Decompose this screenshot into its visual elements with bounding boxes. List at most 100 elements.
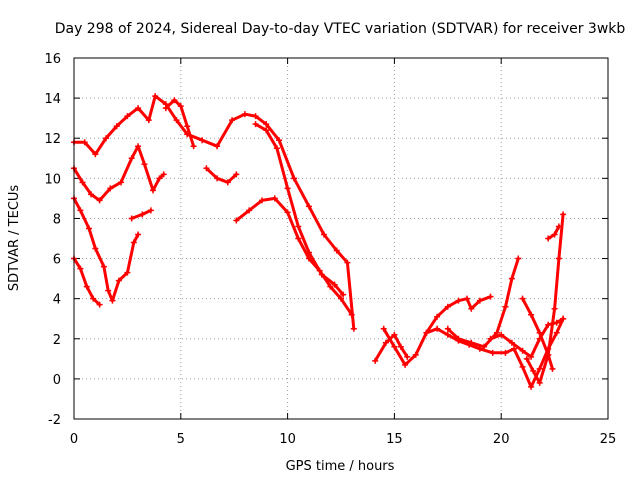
series-track-8 — [233, 195, 355, 318]
data-point-marker — [124, 269, 131, 276]
data-point-marker — [103, 135, 110, 142]
data-point-marker — [109, 297, 116, 304]
data-point-marker — [423, 329, 430, 336]
data-point-marker — [511, 345, 518, 352]
data-point-marker — [551, 231, 558, 238]
data-point-marker — [128, 215, 135, 222]
data-point-marker — [487, 293, 494, 300]
series-track-9 — [252, 121, 347, 298]
series-track-16 — [523, 211, 567, 386]
series-track-6 — [162, 97, 197, 150]
data-point-marker — [291, 175, 298, 182]
data-point-marker — [105, 287, 112, 294]
data-point-marker — [79, 179, 86, 186]
data-point-marker — [96, 301, 103, 308]
data-point-marker — [545, 235, 552, 242]
data-point-marker — [344, 259, 351, 266]
y-tick-label: 14 — [44, 92, 61, 107]
data-point-marker — [184, 123, 191, 130]
data-point-marker — [320, 231, 327, 238]
data-point-marker — [551, 305, 558, 312]
data-point-marker — [305, 203, 312, 210]
series-track-5 — [128, 207, 154, 222]
data-point-marker — [92, 245, 99, 252]
data-point-marker — [233, 217, 240, 224]
data-point-marker — [380, 325, 387, 332]
data-point-marker — [444, 325, 451, 332]
data-point-marker — [152, 93, 159, 100]
data-point-marker — [156, 175, 163, 182]
data-point-marker — [241, 111, 248, 118]
data-point-marker — [402, 361, 409, 368]
data-point-marker — [528, 353, 535, 360]
data-point-marker — [83, 283, 90, 290]
data-point-marker — [100, 263, 107, 270]
data-point-marker — [515, 255, 522, 262]
data-point-marker — [190, 143, 197, 150]
data-point-marker — [545, 351, 552, 358]
data-point-marker — [434, 313, 441, 320]
data-point-marker — [77, 207, 84, 214]
data-point-marker — [214, 175, 221, 182]
x-tick-label: 10 — [279, 432, 296, 447]
data-point-marker — [455, 297, 462, 304]
data-point-marker — [464, 295, 471, 302]
axis-ticks: 0 5 10 15 20 25 -2 0 2 4 6 8 10 12 14 16 — [44, 52, 616, 447]
data-point-marker — [508, 339, 515, 346]
series-track-4 — [71, 255, 103, 308]
data-point-marker — [150, 187, 157, 194]
data-point-marker — [273, 145, 280, 152]
data-point-marker — [455, 335, 462, 342]
y-tick-label: 8 — [53, 212, 61, 227]
data-point-marker — [115, 277, 122, 284]
data-point-marker — [560, 211, 567, 218]
data-point-marker — [333, 247, 340, 254]
data-point-marker — [350, 325, 357, 332]
data-point-marker — [171, 97, 178, 104]
data-point-marker — [434, 325, 441, 332]
data-point-marker — [493, 329, 500, 336]
data-point-marker — [160, 171, 167, 178]
data-point-marker — [295, 235, 302, 242]
data-point-marker — [391, 343, 398, 350]
data-point-marker — [338, 295, 344, 302]
data-point-marker — [199, 137, 206, 144]
y-tick-label: 2 — [53, 333, 61, 348]
data-point-marker — [528, 383, 535, 390]
series-line — [254, 122, 345, 297]
data-point-marker — [555, 223, 562, 230]
x-tick-label: 0 — [70, 432, 78, 447]
series-layer — [71, 93, 567, 390]
series-line — [72, 196, 140, 303]
data-point-marker — [252, 113, 259, 120]
data-point-marker — [519, 347, 526, 354]
data-point-marker — [96, 197, 103, 204]
data-point-marker — [128, 155, 135, 162]
data-point-marker — [77, 265, 84, 272]
data-point-marker — [177, 103, 184, 110]
data-point-marker — [553, 329, 560, 336]
series-line — [72, 257, 102, 307]
data-point-marker — [340, 291, 347, 298]
data-point-marker — [130, 239, 137, 246]
data-point-marker — [92, 151, 99, 158]
data-point-marker — [487, 335, 494, 342]
data-point-marker — [284, 185, 291, 192]
series-track-12 — [423, 293, 494, 336]
y-tick-label: -2 — [48, 413, 61, 428]
data-point-marker — [233, 171, 240, 178]
y-axis-label: SDTVAR / TECUs — [7, 185, 22, 292]
data-point-marker — [271, 195, 278, 202]
data-point-marker — [139, 211, 146, 218]
data-point-marker — [258, 197, 265, 204]
data-point-marker — [444, 303, 451, 310]
data-point-marker — [90, 295, 97, 302]
data-point-marker — [530, 367, 537, 374]
x-tick-label: 25 — [600, 432, 617, 447]
data-point-marker — [284, 209, 291, 216]
data-point-marker — [263, 127, 270, 134]
plot-frame — [73, 57, 609, 420]
data-point-marker — [145, 117, 152, 124]
data-point-marker — [444, 331, 451, 338]
